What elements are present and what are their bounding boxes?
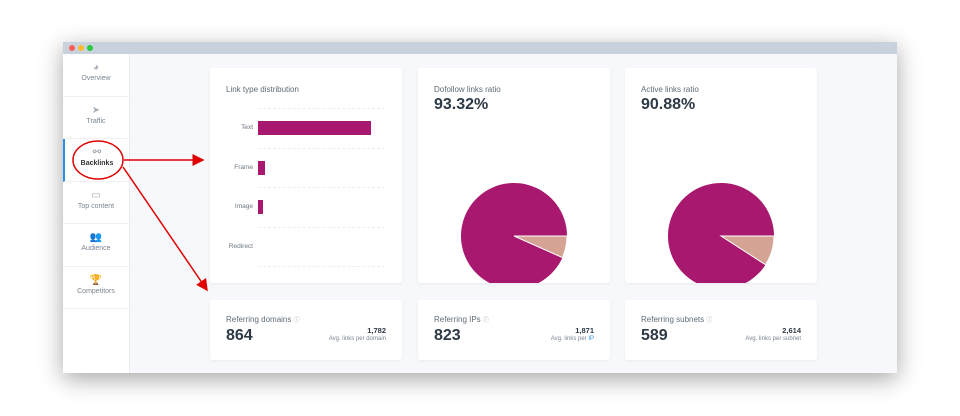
sidebar-item-label: Top content [77, 202, 115, 210]
card-title: Link type distribution [226, 85, 299, 94]
gridline [258, 147, 385, 149]
gridline [258, 266, 385, 267]
stat-card: Referring subnets ⓘ 589 2,614 Avg. links… [625, 300, 817, 360]
avg-value: 2,614 [782, 326, 801, 335]
stat-title-row: Referring subnets ⓘ [641, 315, 712, 324]
info-icon[interactable]: ⓘ [706, 318, 713, 324]
active-value: 90.88% [641, 96, 696, 113]
cursor-icon: ➤ [91, 104, 101, 116]
sidebar-item-label: Overview [81, 75, 111, 82]
arrow [122, 166, 208, 292]
stat-value: 823 [434, 327, 461, 344]
avg-caption: Avg. links per IP [551, 336, 594, 342]
info-icon[interactable]: ⓘ [293, 318, 300, 324]
gridline [258, 226, 385, 228]
sidebar-item-overview[interactable]: ◕ Overview [63, 54, 129, 97]
stat-title: Referring subnets [641, 315, 705, 324]
globe-icon: ◕ [92, 62, 100, 73]
avg-label: Avg. links per subnet [745, 336, 801, 342]
pie-slice-minor[interactable] [719, 235, 775, 266]
content-icon: ▭ [91, 189, 101, 201]
stat-title: Referring domains [226, 315, 292, 324]
bar-text[interactable] [258, 121, 372, 135]
info-icon[interactable]: ⓘ [482, 318, 489, 324]
avg-value: 1,871 [575, 326, 594, 335]
sidebar: ◕ Overview ➤ Traffic ⚯ Backlinks ▭ Top content 👥… [63, 54, 130, 373]
dofollow-pie [461, 183, 568, 283]
gridline [258, 108, 385, 109]
pie-slice-major[interactable] [461, 183, 567, 283]
sidebar-item-top-content[interactable]: ▭ Top content [63, 182, 129, 224]
users-icon: 👥 [89, 232, 103, 243]
avg-label: Avg. links per domain [328, 336, 386, 342]
sidebar-item-traffic[interactable]: ➤ Traffic [63, 97, 129, 139]
dofollow-card: Dofollow links ratio 93.32% [418, 68, 610, 283]
title-bar [63, 42, 897, 54]
avg-label: Avg. links per [550, 336, 589, 342]
pie-slice-minor[interactable] [513, 235, 568, 259]
active-pie [668, 183, 775, 283]
link-type-card: Link type distribution Text Frame Image … [210, 68, 402, 283]
active-card: Active links ratio 90.88% [625, 68, 817, 283]
card-title: Active links ratio [641, 85, 699, 94]
sidebar-item-label: Audience [81, 245, 111, 252]
link-icon: ⚯ [92, 147, 102, 158]
stat-value: 589 [641, 327, 668, 344]
sidebar-item-label: Backlinks [80, 160, 114, 167]
highlight-circle [72, 140, 124, 180]
bar-label: Text [241, 124, 253, 131]
ip-link[interactable]: IP [588, 336, 594, 342]
sidebar-item-competitors[interactable]: 🏆 Competitors [63, 267, 129, 309]
stat-value: 864 [226, 327, 253, 344]
dofollow-value: 93.32% [434, 96, 489, 113]
avg-caption: Avg. links per subnet [745, 336, 801, 342]
pie-slice-major[interactable] [668, 183, 774, 283]
sidebar-item-label: Competitors [77, 287, 115, 295]
sidebar-item-label: Traffic [86, 117, 106, 125]
avg-value: 1,782 [367, 326, 386, 335]
app-window: ◕ Overview ➤ Traffic ⚯ Backlinks ▭ Top content 👥… [63, 42, 897, 373]
bar-image[interactable] [258, 200, 264, 214]
stat-title: Referring IPs [434, 315, 481, 324]
trophy-icon: 🏆 [89, 274, 103, 286]
bar-frame[interactable] [258, 160, 265, 175]
close-button[interactable] [69, 45, 75, 51]
gridline [258, 187, 385, 188]
card-title: Dofollow links ratio [434, 85, 501, 94]
sidebar-item-backlinks[interactable]: ⚯ Backlinks [63, 139, 129, 182]
stat-title-row: Referring domains ⓘ [226, 315, 300, 324]
stat-card: Referring domains ⓘ 864 1,782 Avg. links… [210, 300, 402, 360]
maximize-button[interactable] [87, 45, 93, 51]
bar-label: Image [234, 203, 253, 210]
sidebar-item-audience[interactable]: 👥 Audience [63, 224, 129, 267]
minimize-button[interactable] [78, 45, 84, 51]
stat-card: Referring IPs ⓘ 823 1,871 Avg. links per… [418, 300, 610, 360]
avg-caption: Avg. links per domain [329, 336, 386, 342]
stat-title-row: Referring IPs ⓘ [434, 315, 489, 324]
bar-label: Frame [234, 163, 253, 171]
bar-label: Redirect [228, 242, 253, 250]
